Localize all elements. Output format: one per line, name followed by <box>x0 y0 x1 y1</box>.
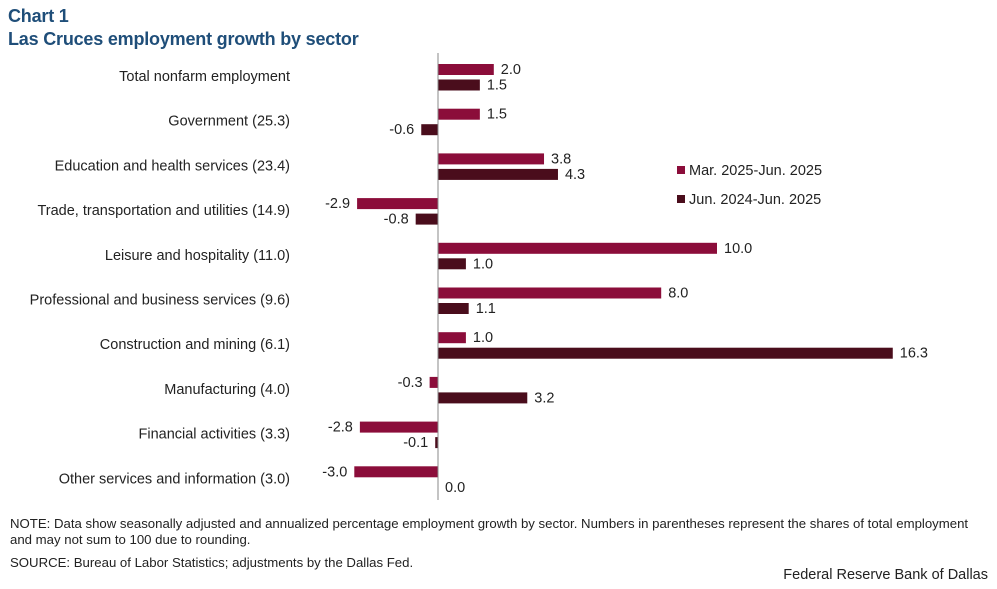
legend-label: Mar. 2025-Jun. 2025 <box>689 163 822 179</box>
data-label: 0.0 <box>445 480 465 496</box>
bar <box>438 258 466 270</box>
chart-title-block: Chart 1 Las Cruces employment growth by … <box>8 5 359 51</box>
bar <box>438 392 528 404</box>
data-label: 8.0 <box>668 286 688 302</box>
category-label: Professional and business services (9.6) <box>30 293 290 309</box>
data-label: 1.0 <box>473 330 493 346</box>
category-label: Financial activities (3.3) <box>139 427 291 443</box>
bar <box>438 242 717 254</box>
bar <box>438 64 494 75</box>
bar <box>438 168 558 180</box>
data-label: -0.3 <box>398 375 423 391</box>
data-label: 16.3 <box>900 346 928 362</box>
data-label: 1.1 <box>476 301 496 317</box>
bar <box>354 466 438 478</box>
bar <box>438 347 893 359</box>
bar <box>438 287 662 299</box>
data-label: -3.0 <box>322 464 347 480</box>
category-label: Other services and information (3.0) <box>59 471 290 487</box>
data-label: -2.8 <box>328 420 353 436</box>
chart-note: NOTE: Data show seasonally adjusted and … <box>10 516 969 547</box>
chart-number: Chart 1 <box>8 6 69 26</box>
legend-swatch <box>677 166 685 174</box>
chart-title: Las Cruces employment growth by sector <box>8 29 359 49</box>
bar-chart: Total nonfarm employment 2.01.5Government… <box>30 53 928 500</box>
category-label: Education and health services (23.4) <box>55 158 290 174</box>
bar <box>438 79 480 91</box>
bar <box>357 198 438 210</box>
legend-label: Jun. 2024-Jun. 2025 <box>689 192 821 208</box>
bar <box>438 153 545 165</box>
data-label: 1.5 <box>487 107 507 123</box>
data-label: -0.6 <box>389 122 414 138</box>
bar <box>438 303 469 314</box>
category-label: Construction and mining (6.1) <box>100 337 290 353</box>
publisher-credit: Federal Reserve Bank of Dallas <box>783 567 988 583</box>
bar <box>415 213 438 225</box>
legend-swatch <box>677 195 685 203</box>
data-label: -2.9 <box>325 196 350 212</box>
bar <box>421 124 438 136</box>
data-label: -0.1 <box>403 435 428 451</box>
bar <box>438 108 480 120</box>
data-label: 10.0 <box>724 241 752 257</box>
category-label: Government (25.3) <box>168 114 290 130</box>
data-label: 3.8 <box>551 151 571 167</box>
category-label: Total nonfarm employment <box>119 69 290 85</box>
chart-source: SOURCE: Bureau of Labor Statistics; adju… <box>10 555 414 570</box>
data-label: 1.0 <box>473 256 493 272</box>
data-label: 2.0 <box>501 62 521 78</box>
bar <box>438 332 466 344</box>
category-label: Leisure and hospitality (11.0) <box>105 248 290 264</box>
bar <box>429 376 438 388</box>
data-label: 3.2 <box>534 390 554 406</box>
data-label: 4.3 <box>565 167 585 183</box>
data-label: -0.8 <box>384 212 409 228</box>
category-label: Trade, transportation and utilities (14.… <box>37 203 290 219</box>
data-label: 1.5 <box>487 78 507 94</box>
bar <box>359 421 438 433</box>
bar <box>435 437 438 449</box>
category-label: Manufacturing (4.0) <box>164 382 290 398</box>
